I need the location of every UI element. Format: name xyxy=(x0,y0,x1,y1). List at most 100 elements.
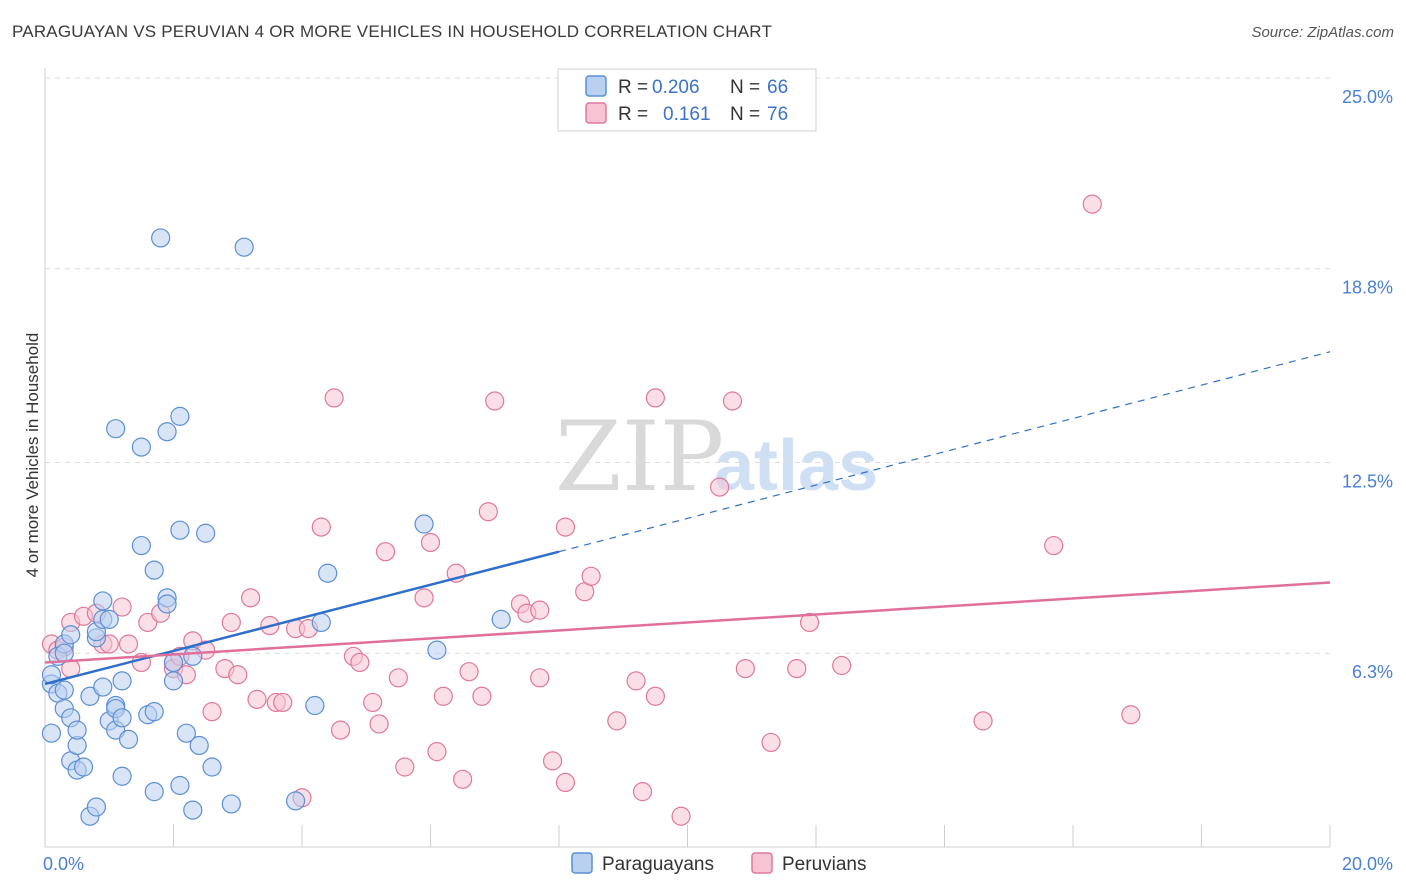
paraguayans-point-62 xyxy=(427,640,447,660)
paraguayans-point-39 xyxy=(144,702,164,722)
series-paraguayans xyxy=(41,228,511,826)
paraguayans-point-50 xyxy=(183,646,203,666)
paraguayans-point-38 xyxy=(144,560,164,580)
paraguayans-point-51 xyxy=(183,800,203,820)
peruvians-point-32 xyxy=(311,517,331,537)
peruvians-point-58 xyxy=(555,517,576,537)
peruvians-trend-line xyxy=(44,581,1331,664)
watermark-zip: ZIP xyxy=(555,401,724,513)
y-tick-label-3: 25.0% xyxy=(1342,87,1393,107)
paraguayans-point-41 xyxy=(157,422,177,442)
peruvians-point-76 xyxy=(1082,194,1102,214)
x-ticks: 0.0% 20.0% xyxy=(43,825,1393,874)
peruvians-point-72 xyxy=(799,612,820,633)
peruvians-point-54 xyxy=(530,600,550,620)
y-axis-label: 4 or more Vehicles in Household xyxy=(23,333,42,578)
paraguayans-point-23 xyxy=(93,677,113,697)
peruvians-point-68 xyxy=(722,391,743,411)
peruvians-point-77 xyxy=(1121,705,1141,725)
peruvians-point-67 xyxy=(710,477,730,497)
peruvians-point-73 xyxy=(832,655,852,676)
peruvians-point-48 xyxy=(459,662,479,682)
paraguayans-point-34 xyxy=(131,437,151,457)
peruvians-point-34 xyxy=(330,720,351,740)
peruvians-point-42 xyxy=(414,588,434,608)
peruvians-point-63 xyxy=(632,782,653,802)
peruvians-point-60 xyxy=(581,566,601,586)
y-tick-labels: 6.3% 12.5% 18.8% 25.0% xyxy=(1342,87,1393,682)
legend-swatch-peruvians xyxy=(585,102,607,124)
paraguayans-point-44 xyxy=(163,652,184,673)
y-tick-label-0: 6.3% xyxy=(1352,662,1393,682)
paraguayans-point-31 xyxy=(112,766,132,786)
trend-lines xyxy=(44,351,1331,686)
paraguayans-point-18 xyxy=(86,797,107,817)
legend-r-label-2: R = xyxy=(618,104,648,125)
legend-r-label-1: R = xyxy=(618,77,648,98)
peruvians-point-22 xyxy=(221,612,241,633)
x-tick-label-min: 0.0% xyxy=(43,854,84,874)
peruvians-point-10 xyxy=(118,634,139,654)
paraguayans-point-63 xyxy=(491,609,511,629)
paraguayans-point-53 xyxy=(196,523,216,543)
bottom-legend-paraguayans: Paraguayans xyxy=(602,854,714,875)
peruvians-point-9 xyxy=(112,597,132,617)
peruvians-point-40 xyxy=(388,668,408,688)
paraguayans-point-43 xyxy=(157,594,177,614)
paraguayans-point-56 xyxy=(234,237,254,257)
peruvians-point-65 xyxy=(645,686,665,706)
paraguayans-point-54 xyxy=(202,757,222,777)
peruvians-point-45 xyxy=(433,686,453,706)
paraguayans-point-30 xyxy=(106,419,126,439)
peruvians-point-61 xyxy=(607,711,627,731)
paraguayans-point-21 xyxy=(93,591,113,611)
paraguayans-point-15 xyxy=(73,757,94,777)
y-tick-label-1: 12.5% xyxy=(1342,472,1393,492)
legend-n-value-peruvians: 76 xyxy=(767,104,788,125)
legend-r-value-paraguayans: 0.206 xyxy=(652,77,700,98)
peruvians-point-41 xyxy=(395,757,415,777)
paraguayans-point-48 xyxy=(170,406,190,426)
paraguayans-point-24 xyxy=(99,609,119,629)
paraguayans-point-29 xyxy=(112,708,132,728)
peruvians-point-71 xyxy=(787,658,807,679)
peruvians-point-64 xyxy=(645,388,665,408)
paraguayans-point-37 xyxy=(144,782,164,802)
peruvians-point-28 xyxy=(273,692,293,713)
legend-n-label-2: N = xyxy=(730,104,760,125)
bottom-legend-peruvians: Peruvians xyxy=(782,854,867,875)
bottom-legend-swatch-peruvians xyxy=(751,852,773,874)
peruvians-point-55 xyxy=(530,668,550,688)
peruvians-point-23 xyxy=(228,665,248,685)
paraguayans-point-52 xyxy=(189,735,209,756)
peruvians-point-43 xyxy=(420,532,441,553)
paraguayans-point-33 xyxy=(118,729,139,749)
peruvians-point-20 xyxy=(202,702,222,722)
peruvians-point-44 xyxy=(427,742,447,762)
peruvians-point-37 xyxy=(363,692,383,713)
legend-swatch-paraguayans xyxy=(585,75,607,97)
peruvians-point-56 xyxy=(542,751,563,771)
paraguayans-point-57 xyxy=(285,791,306,811)
paraguayans-point-59 xyxy=(311,612,331,633)
paraguayans-point-35 xyxy=(131,535,151,556)
bottom-legend-swatch-paraguayans xyxy=(571,852,593,874)
paraguayans-point-40 xyxy=(151,228,171,248)
paraguayans-point-49 xyxy=(176,723,196,743)
peruvians-point-70 xyxy=(761,732,781,753)
legend-n-label-1: N = xyxy=(730,77,760,98)
source-label: Source: ZipAtlas.com xyxy=(1251,24,1394,41)
peruvians-point-75 xyxy=(1044,535,1064,556)
legend-r-value-peruvians: 0.161 xyxy=(663,104,711,125)
paraguayans-point-60 xyxy=(318,563,338,583)
peruvians-point-36 xyxy=(350,652,370,673)
peruvians-point-50 xyxy=(478,502,498,522)
peruvians-point-39 xyxy=(375,542,396,562)
y-tick-label-2: 18.8% xyxy=(1342,278,1393,298)
watermark-atlas: atlas xyxy=(714,426,878,506)
paraguayans-point-58 xyxy=(305,695,325,716)
peruvians-point-49 xyxy=(472,686,492,706)
peruvians-point-38 xyxy=(369,714,389,734)
paraguayans-point-46 xyxy=(170,775,190,796)
